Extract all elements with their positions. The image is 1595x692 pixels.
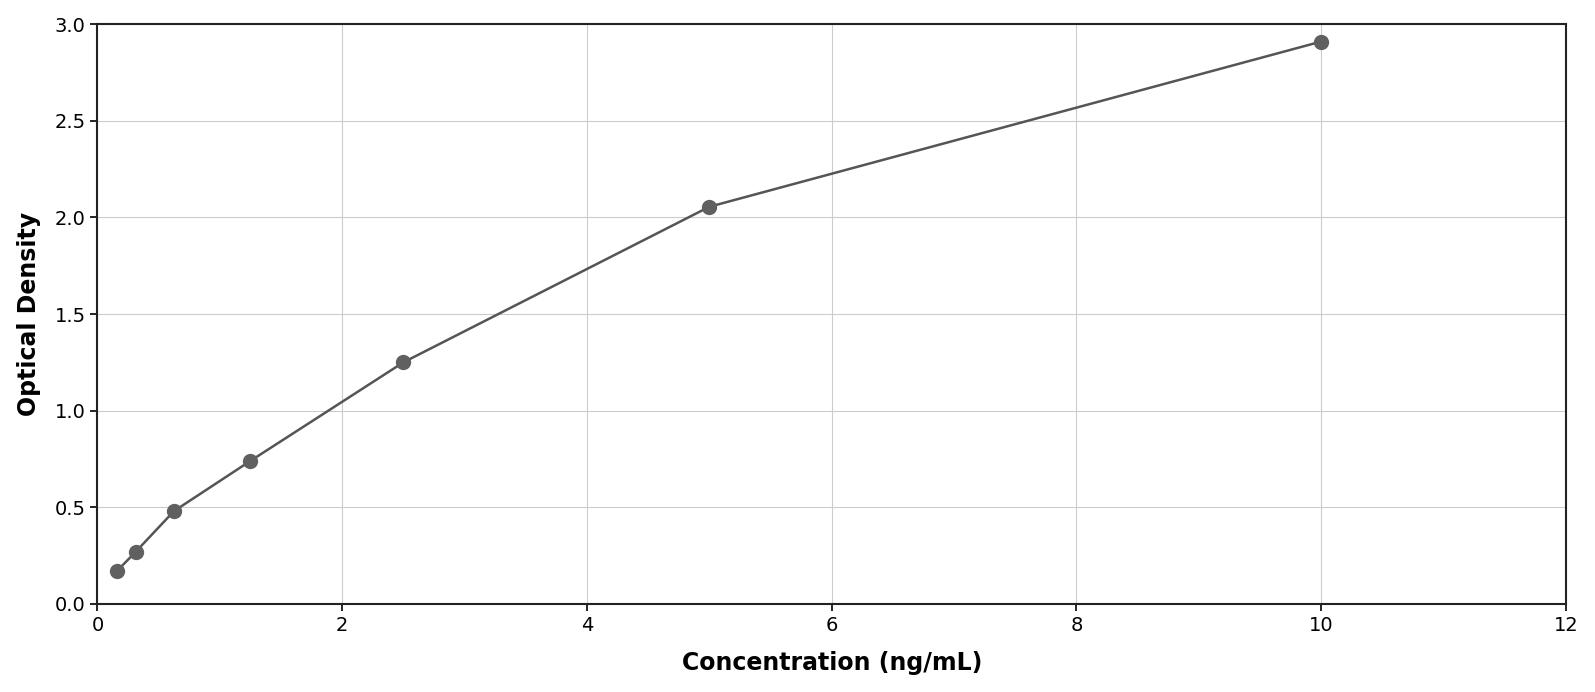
Point bbox=[238, 455, 263, 466]
Point bbox=[161, 506, 187, 517]
Point bbox=[697, 201, 723, 212]
Point bbox=[391, 357, 416, 368]
Point bbox=[123, 546, 148, 557]
X-axis label: Concentration (ng/mL): Concentration (ng/mL) bbox=[681, 651, 983, 675]
Point bbox=[1308, 36, 1333, 47]
Y-axis label: Optical Density: Optical Density bbox=[16, 212, 40, 416]
Point bbox=[104, 566, 129, 577]
